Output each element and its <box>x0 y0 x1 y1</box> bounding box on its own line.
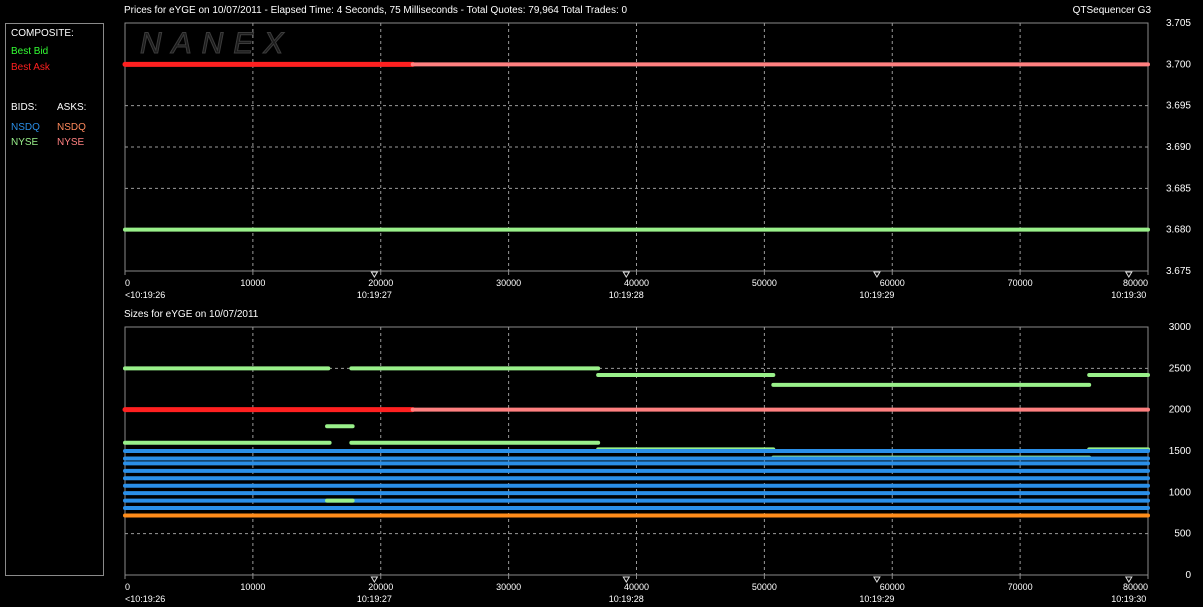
sizes-x-tick-label: 0 <box>125 582 130 592</box>
prices-title: Prices for eYGE on 10/07/2011 - Elapsed … <box>124 5 628 16</box>
legend-best-bid: Best Bid <box>11 46 49 57</box>
prices-y-tick-label: 3.700 <box>1166 59 1191 70</box>
sizes-time-label: 10:19:27 <box>357 594 392 604</box>
sizes-x-tick-label: 60000 <box>880 582 905 592</box>
sizes-y-tick-label: 1000 <box>1169 487 1192 498</box>
prices-time-marker <box>370 271 379 278</box>
prices-y-tick-label: 3.690 <box>1166 142 1191 153</box>
sizes-title: Sizes for eYGE on 10/07/2011 <box>124 309 259 320</box>
sizes-y-tick-label: 3000 <box>1169 322 1192 333</box>
legend-composite-label: COMPOSITE: <box>11 28 74 39</box>
sizes-time-label: 10:19:30 <box>1111 594 1146 604</box>
prices-time-label: 10:19:30 <box>1111 290 1146 300</box>
prices-x-tick-label: 0 <box>125 278 130 288</box>
sizes-y-tick-label: 2000 <box>1169 405 1192 416</box>
sizes-x-tick-label: 30000 <box>496 582 521 592</box>
prices-time-marker <box>873 271 881 278</box>
app-name: QTSequencer G3 <box>1072 5 1151 16</box>
legend-bid-nsdq: NSDQ <box>11 122 40 133</box>
prices-time-marker <box>1124 271 1133 278</box>
legend-panel: COMPOSITE: Best Bid Best Ask BIDS: ASKS:… <box>5 23 104 576</box>
sizes-x-tick-label: 50000 <box>752 582 777 592</box>
prices-x-tick-label: 30000 <box>496 278 521 288</box>
prices-x-tick-label: 10000 <box>240 278 265 288</box>
sizes-time-marker <box>622 576 631 583</box>
sizes-x-tick-label: 20000 <box>368 582 393 592</box>
legend-ask-nsdq: NSDQ <box>57 122 86 133</box>
sizes-time-marker <box>1124 576 1133 583</box>
prices-y-tick-label: 3.685 <box>1166 183 1191 194</box>
prices-x-tick-label: 80000 <box>1123 278 1148 288</box>
sizes-y-tick-label: 2500 <box>1169 363 1192 374</box>
sizes-x-tick-label: 70000 <box>1008 582 1033 592</box>
legend-best-ask: Best Ask <box>11 62 50 73</box>
sizes-time-marker <box>370 576 379 583</box>
prices-x-tick-label: 40000 <box>624 278 649 288</box>
sizes-x-tick-label: 80000 <box>1123 582 1148 592</box>
prices-x-tick-label: 20000 <box>368 278 393 288</box>
sizes-time-label: <10:19:26 <box>125 594 165 604</box>
sizes-time-label: 10:19:28 <box>609 594 644 604</box>
sizes-y-tick-label: 1500 <box>1169 446 1192 457</box>
prices-y-tick-label: 3.695 <box>1166 101 1191 112</box>
nanex-watermark: NANEX <box>140 27 293 60</box>
sizes-y-tick-label: 0 <box>1185 570 1191 581</box>
sizes-x-tick-label: 40000 <box>624 582 649 592</box>
legend-ask-nyse: NYSE <box>57 137 85 148</box>
sizes-y-tick-label: 500 <box>1174 529 1191 540</box>
prices-y-tick-label: 3.680 <box>1166 225 1191 236</box>
legend-asks-label: ASKS: <box>57 102 87 113</box>
sizes-x-tick-label: 10000 <box>240 582 265 592</box>
prices-x-tick-label: 50000 <box>752 278 777 288</box>
prices-time-label: 10:19:28 <box>609 290 644 300</box>
sizes-time-label: 10:19:29 <box>859 594 894 604</box>
prices-time-label: 10:19:27 <box>357 290 392 300</box>
sizes-time-marker <box>873 576 881 583</box>
prices-x-tick-label: 70000 <box>1008 278 1033 288</box>
prices-time-label: <10:19:26 <box>125 290 165 300</box>
prices-time-marker <box>622 271 631 278</box>
legend-bids-label: BIDS: <box>11 102 38 113</box>
legend-bid-nyse: NYSE <box>11 137 39 148</box>
prices-y-tick-label: 3.705 <box>1166 18 1191 29</box>
prices-time-label: 10:19:29 <box>859 290 894 300</box>
prices-x-tick-label: 60000 <box>880 278 905 288</box>
prices-y-tick-label: 3.675 <box>1166 266 1191 277</box>
